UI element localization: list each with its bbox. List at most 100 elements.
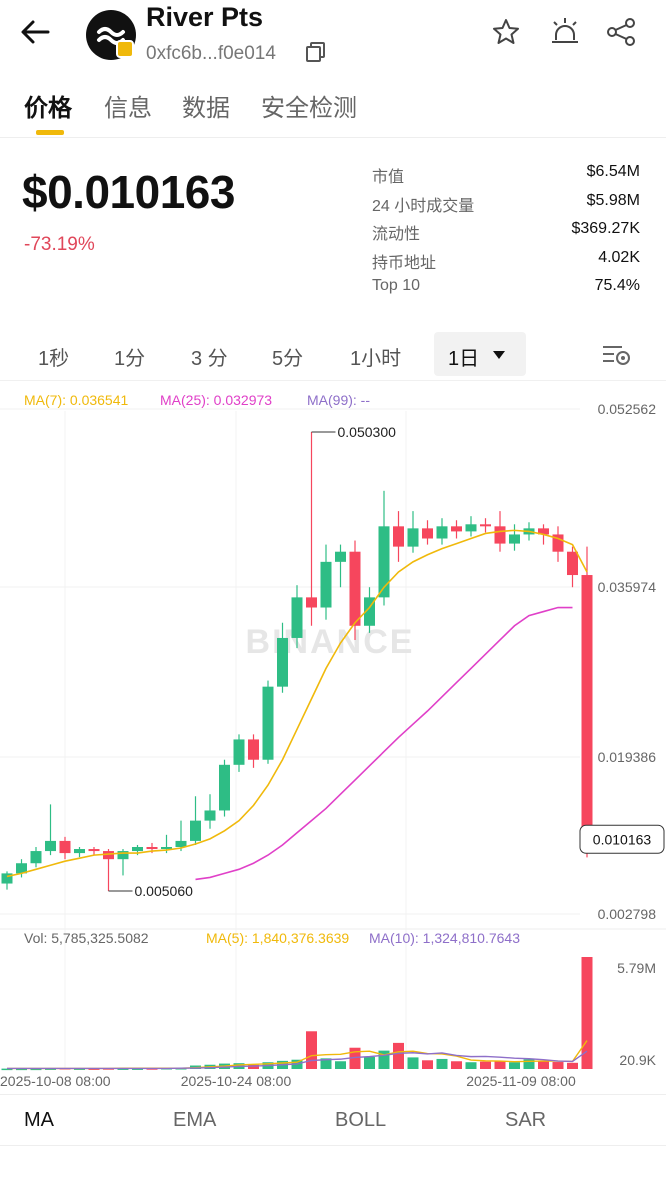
stat-row-holders: 持币地址 4.02K (372, 246, 640, 275)
candle (16, 863, 27, 874)
candle (320, 561, 332, 608)
indicator-boll[interactable]: BOLL (335, 1109, 387, 1131)
candle (74, 849, 85, 854)
candle (204, 810, 216, 821)
candle (132, 847, 143, 852)
volume-ma5-legend: MA(5): 1,840,376.3639 (206, 930, 349, 946)
candle (581, 575, 593, 840)
volume-legend: Vol: 5,785,325.5082 (24, 930, 149, 946)
chart-area[interactable]: BINANCE MA(7): 0.036541 MA(25): 0.032973 MA… (0, 380, 666, 1090)
indicator-sar[interactable]: SAR (505, 1109, 547, 1131)
chart-settings-icon[interactable] (600, 342, 632, 368)
star-icon[interactable] (490, 16, 522, 48)
candle (277, 637, 288, 687)
chain-badge-icon (116, 40, 134, 58)
tab-price[interactable]: 价格 (24, 95, 72, 122)
indicator-ema[interactable]: EMA (173, 1109, 217, 1131)
candle (465, 524, 477, 532)
volume-bar (45, 1068, 56, 1070)
candle (146, 847, 158, 850)
interval-1d[interactable]: 1日 (448, 348, 480, 370)
tab-bar: 价格 信息 数据 安全检测 (0, 80, 666, 138)
ma7-line (6, 529, 588, 878)
token-address: 0xfc6b...f0e014 (146, 43, 276, 64)
candle (436, 526, 448, 539)
candle (30, 851, 42, 864)
volume-bar (378, 1050, 390, 1069)
ma25-line (195, 606, 573, 881)
volume-bar (306, 1031, 317, 1069)
candle (233, 739, 245, 765)
interval-3m[interactable]: 3 分 (191, 348, 228, 370)
volume-bar (248, 1064, 259, 1069)
volume-bar (74, 1068, 85, 1070)
stat-row-market-cap: 市值 $6.54M (372, 160, 640, 189)
tab-security[interactable]: 安全检测 (261, 95, 357, 122)
price-axis-label: 0.019386 (598, 749, 657, 765)
stat-value: $5.98M (586, 191, 640, 209)
interval-active-bg (434, 332, 526, 376)
candle (407, 528, 419, 547)
price-alert-icon[interactable] (548, 16, 582, 48)
token-logo (86, 10, 136, 60)
caret-down-icon (493, 351, 505, 359)
share-icon[interactable] (604, 16, 638, 48)
candle (480, 524, 491, 527)
stat-value: 4.02K (598, 248, 640, 266)
volume-bar (407, 1057, 419, 1069)
volume-bar (436, 1058, 448, 1069)
volume-bar (581, 957, 593, 1069)
candle (349, 551, 361, 626)
interval-5m[interactable]: 5分 (272, 348, 304, 370)
copy-icon[interactable] (304, 40, 328, 64)
volume-bar (16, 1068, 27, 1071)
current-price: $0.010163 (22, 166, 235, 218)
volume-bar (393, 1042, 404, 1069)
volume-bar (117, 1068, 129, 1070)
price-axis-label: 0.035974 (598, 579, 657, 595)
volume-bar (422, 1060, 433, 1069)
stat-label: 市值 (372, 169, 405, 186)
volume-bar (30, 1068, 42, 1071)
time-axis-label: 2025-11-09 08:00 (466, 1073, 576, 1089)
time-axis-label: 2025-10-08 08:00 (0, 1073, 111, 1089)
volume-bar (451, 1061, 462, 1069)
volume-bar (480, 1061, 491, 1069)
candle (262, 686, 274, 760)
volume-bar (509, 1062, 520, 1069)
stat-value: $369.27K (571, 220, 640, 237)
candle (103, 851, 114, 860)
arrow-left-icon[interactable] (18, 16, 54, 48)
volume-bar (538, 1061, 549, 1069)
candle (88, 849, 100, 852)
stat-value: $6.54M (586, 163, 640, 180)
volume-bar (132, 1068, 143, 1070)
candlestick-chart[interactable]: BINANCE MA(7): 0.036541 MA(25): 0.032973 MA… (0, 381, 666, 1091)
interval-1m[interactable]: 1分 (114, 348, 146, 370)
stats-panel: 市值 $6.54M 24 小时成交量 $5.98M 流动性 $369.27K 持… (372, 160, 640, 303)
candle (364, 597, 375, 626)
candle (393, 526, 404, 547)
tab-data[interactable]: 数据 (182, 95, 230, 122)
indicator-bar: MA EMA BOLL SAR (0, 1094, 666, 1146)
candle (494, 526, 506, 544)
volume-ma10-legend: MA(10): 1,324,810.7643 (369, 930, 520, 946)
volume-axis-label: 5.79M (617, 960, 656, 976)
header: River Pts 0xfc6b...f0e014 (0, 0, 666, 70)
stat-row-liquidity: 流动性 $369.27K (372, 217, 640, 246)
time-axis-label: 2025-10-24 08:00 (181, 1073, 292, 1089)
ma99-legend: MA(99): -- (307, 392, 370, 408)
interval-1s[interactable]: 1秒 (38, 348, 70, 370)
high-price-label: 0.050300 (338, 424, 397, 440)
candle (117, 851, 129, 860)
stat-value: 75.4% (594, 277, 640, 294)
stat-label: 持币地址 (372, 254, 437, 272)
tab-info[interactable]: 信息 (104, 95, 152, 122)
indicator-ma[interactable]: MA (24, 1109, 54, 1131)
interval-1h[interactable]: 1小时 (350, 348, 402, 370)
candle (509, 534, 520, 544)
volume-bar (552, 1062, 564, 1069)
candle (190, 820, 201, 841)
stat-label: 流动性 (372, 226, 421, 243)
volume-bar (335, 1061, 346, 1069)
